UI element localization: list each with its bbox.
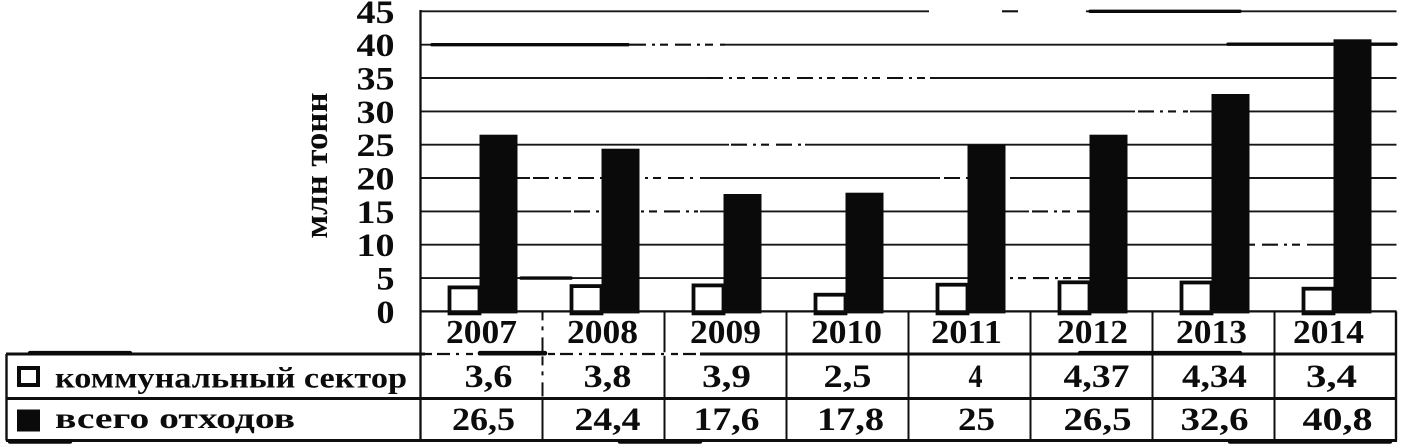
svg-text:2008: 2008 <box>567 314 638 351</box>
svg-text:10: 10 <box>357 228 395 264</box>
svg-text:30: 30 <box>357 95 395 131</box>
svg-text:млн тонн: млн тонн <box>299 93 335 239</box>
svg-text:26,5: 26,5 <box>452 402 515 438</box>
svg-text:26,5: 26,5 <box>1064 402 1132 438</box>
svg-text:3,4: 3,4 <box>1306 359 1357 395</box>
svg-text:2009: 2009 <box>690 314 761 351</box>
svg-text:40: 40 <box>357 28 395 64</box>
svg-text:40,8: 40,8 <box>1303 402 1373 438</box>
svg-text:2,5: 2,5 <box>824 359 872 395</box>
svg-text:2007: 2007 <box>446 314 517 351</box>
svg-text:17,8: 17,8 <box>817 402 884 438</box>
svg-text:2011: 2011 <box>931 314 1002 351</box>
svg-text:2012: 2012 <box>1057 314 1128 351</box>
svg-text:3,8: 3,8 <box>584 359 632 395</box>
svg-text:15: 15 <box>357 195 395 231</box>
svg-text:35: 35 <box>357 62 395 98</box>
svg-text:2013: 2013 <box>1176 314 1247 351</box>
svg-text:коммунальный сектор: коммунальный сектор <box>55 362 407 395</box>
svg-text:2014: 2014 <box>1293 314 1364 351</box>
svg-text:32,6: 32,6 <box>1181 402 1249 438</box>
svg-text:45: 45 <box>357 0 395 31</box>
svg-text:4,34: 4,34 <box>1182 359 1247 395</box>
svg-text:20: 20 <box>357 162 395 198</box>
svg-text:3,6: 3,6 <box>465 359 513 395</box>
svg-text:24,4: 24,4 <box>575 402 641 438</box>
svg-text:всего отходов: всего отходов <box>55 402 295 435</box>
svg-text:0: 0 <box>377 295 395 331</box>
svg-text:5: 5 <box>377 262 395 298</box>
svg-text:25: 25 <box>357 128 395 164</box>
svg-text:4: 4 <box>969 359 983 395</box>
svg-text:25: 25 <box>958 402 995 438</box>
svg-text:2010: 2010 <box>811 314 882 351</box>
svg-text:3,9: 3,9 <box>702 359 751 395</box>
svg-text:4,37: 4,37 <box>1064 359 1130 395</box>
svg-text:17,6: 17,6 <box>694 402 760 438</box>
